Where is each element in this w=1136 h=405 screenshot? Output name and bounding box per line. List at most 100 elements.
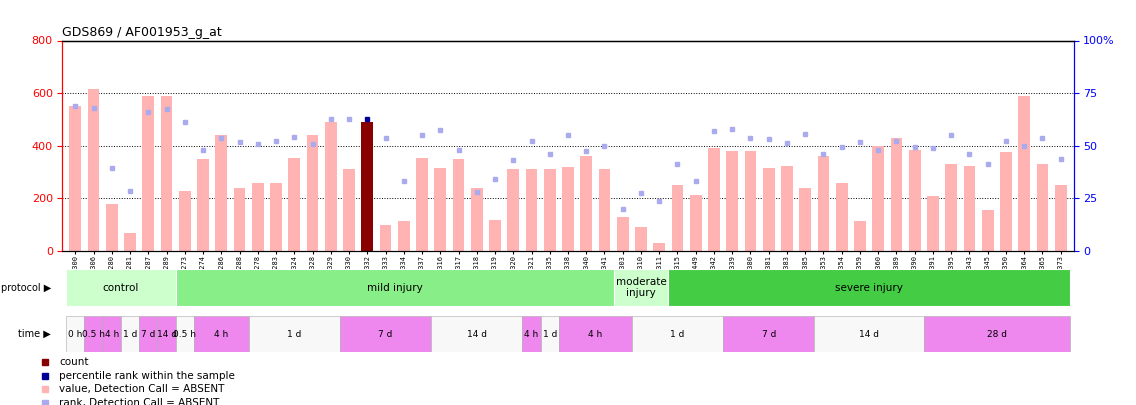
- Bar: [963, 166, 976, 251]
- Bar: [909, 150, 920, 251]
- Bar: [635, 228, 646, 251]
- Bar: [523, 316, 541, 352]
- Text: 0.5 h: 0.5 h: [82, 330, 105, 339]
- Bar: [66, 316, 84, 352]
- Bar: [526, 169, 537, 251]
- Text: 14 d: 14 d: [859, 330, 879, 339]
- Bar: [744, 151, 757, 251]
- Bar: [432, 316, 523, 352]
- Text: 1 d: 1 d: [287, 330, 301, 339]
- Bar: [671, 185, 684, 251]
- Bar: [178, 191, 191, 251]
- Text: 4 h: 4 h: [105, 330, 119, 339]
- Text: 0 h: 0 h: [68, 330, 83, 339]
- Bar: [160, 96, 173, 251]
- Bar: [84, 316, 102, 352]
- Bar: [307, 135, 318, 251]
- Text: mild injury: mild injury: [367, 283, 423, 292]
- Text: value, Detection Call = ABSENT: value, Detection Call = ABSENT: [59, 384, 225, 394]
- Bar: [508, 169, 519, 251]
- Bar: [234, 188, 245, 251]
- Bar: [176, 269, 613, 306]
- Bar: [120, 316, 139, 352]
- Bar: [197, 159, 209, 251]
- Text: 0.5 h: 0.5 h: [174, 330, 197, 339]
- Bar: [599, 169, 610, 251]
- Bar: [176, 316, 194, 352]
- Bar: [490, 220, 501, 251]
- Text: moderate
injury: moderate injury: [616, 277, 667, 298]
- Bar: [434, 168, 446, 251]
- Bar: [613, 269, 668, 306]
- Text: percentile rank within the sample: percentile rank within the sample: [59, 371, 235, 381]
- Bar: [708, 149, 720, 251]
- Bar: [726, 151, 738, 251]
- Bar: [982, 210, 994, 251]
- Bar: [270, 183, 282, 251]
- Bar: [782, 166, 793, 251]
- Bar: [106, 204, 118, 251]
- Text: 14 d: 14 d: [467, 330, 486, 339]
- Bar: [142, 96, 154, 251]
- Bar: [361, 122, 374, 251]
- Text: 7 d: 7 d: [141, 330, 156, 339]
- Bar: [632, 316, 724, 352]
- Text: protocol ▶: protocol ▶: [1, 283, 51, 292]
- Bar: [343, 169, 354, 251]
- Text: 7 d: 7 d: [378, 330, 393, 339]
- Bar: [87, 89, 100, 251]
- Bar: [1000, 152, 1012, 251]
- Text: 7 d: 7 d: [761, 330, 776, 339]
- Bar: [945, 164, 958, 251]
- Bar: [102, 316, 120, 352]
- Text: 4 h: 4 h: [214, 330, 228, 339]
- Bar: [541, 316, 559, 352]
- Bar: [559, 316, 632, 352]
- Bar: [653, 243, 666, 251]
- Bar: [924, 316, 1070, 352]
- Bar: [1036, 164, 1049, 251]
- Bar: [891, 138, 902, 251]
- Bar: [158, 316, 176, 352]
- Text: 4 h: 4 h: [588, 330, 602, 339]
- Text: 1 d: 1 d: [670, 330, 685, 339]
- Bar: [854, 221, 866, 251]
- Bar: [69, 107, 81, 251]
- Bar: [66, 269, 176, 306]
- Bar: [562, 167, 574, 251]
- Bar: [340, 316, 432, 352]
- Bar: [818, 156, 829, 251]
- Bar: [872, 146, 884, 251]
- Bar: [249, 316, 340, 352]
- Bar: [815, 316, 924, 352]
- Bar: [762, 168, 775, 251]
- Text: 1 d: 1 d: [543, 330, 557, 339]
- Bar: [580, 156, 592, 251]
- Bar: [1018, 96, 1030, 251]
- Text: GDS869 / AF001953_g_at: GDS869 / AF001953_g_at: [62, 26, 223, 39]
- Bar: [398, 221, 410, 251]
- Bar: [289, 158, 300, 251]
- Bar: [194, 316, 249, 352]
- Bar: [452, 159, 465, 251]
- Bar: [836, 183, 847, 251]
- Bar: [325, 122, 336, 251]
- Bar: [800, 188, 811, 251]
- Bar: [544, 169, 556, 251]
- Bar: [416, 158, 428, 251]
- Bar: [379, 225, 392, 251]
- Text: control: control: [102, 283, 139, 292]
- Bar: [927, 196, 939, 251]
- Bar: [139, 316, 158, 352]
- Bar: [668, 269, 1070, 306]
- Text: severe injury: severe injury: [835, 283, 903, 292]
- Bar: [470, 188, 483, 251]
- Bar: [617, 217, 628, 251]
- Bar: [216, 135, 227, 251]
- Text: 14 d: 14 d: [157, 330, 176, 339]
- Bar: [724, 316, 815, 352]
- Text: 4 h: 4 h: [525, 330, 538, 339]
- Bar: [1055, 185, 1067, 251]
- Text: time ▶: time ▶: [18, 329, 51, 339]
- Text: rank, Detection Call = ABSENT: rank, Detection Call = ABSENT: [59, 398, 219, 405]
